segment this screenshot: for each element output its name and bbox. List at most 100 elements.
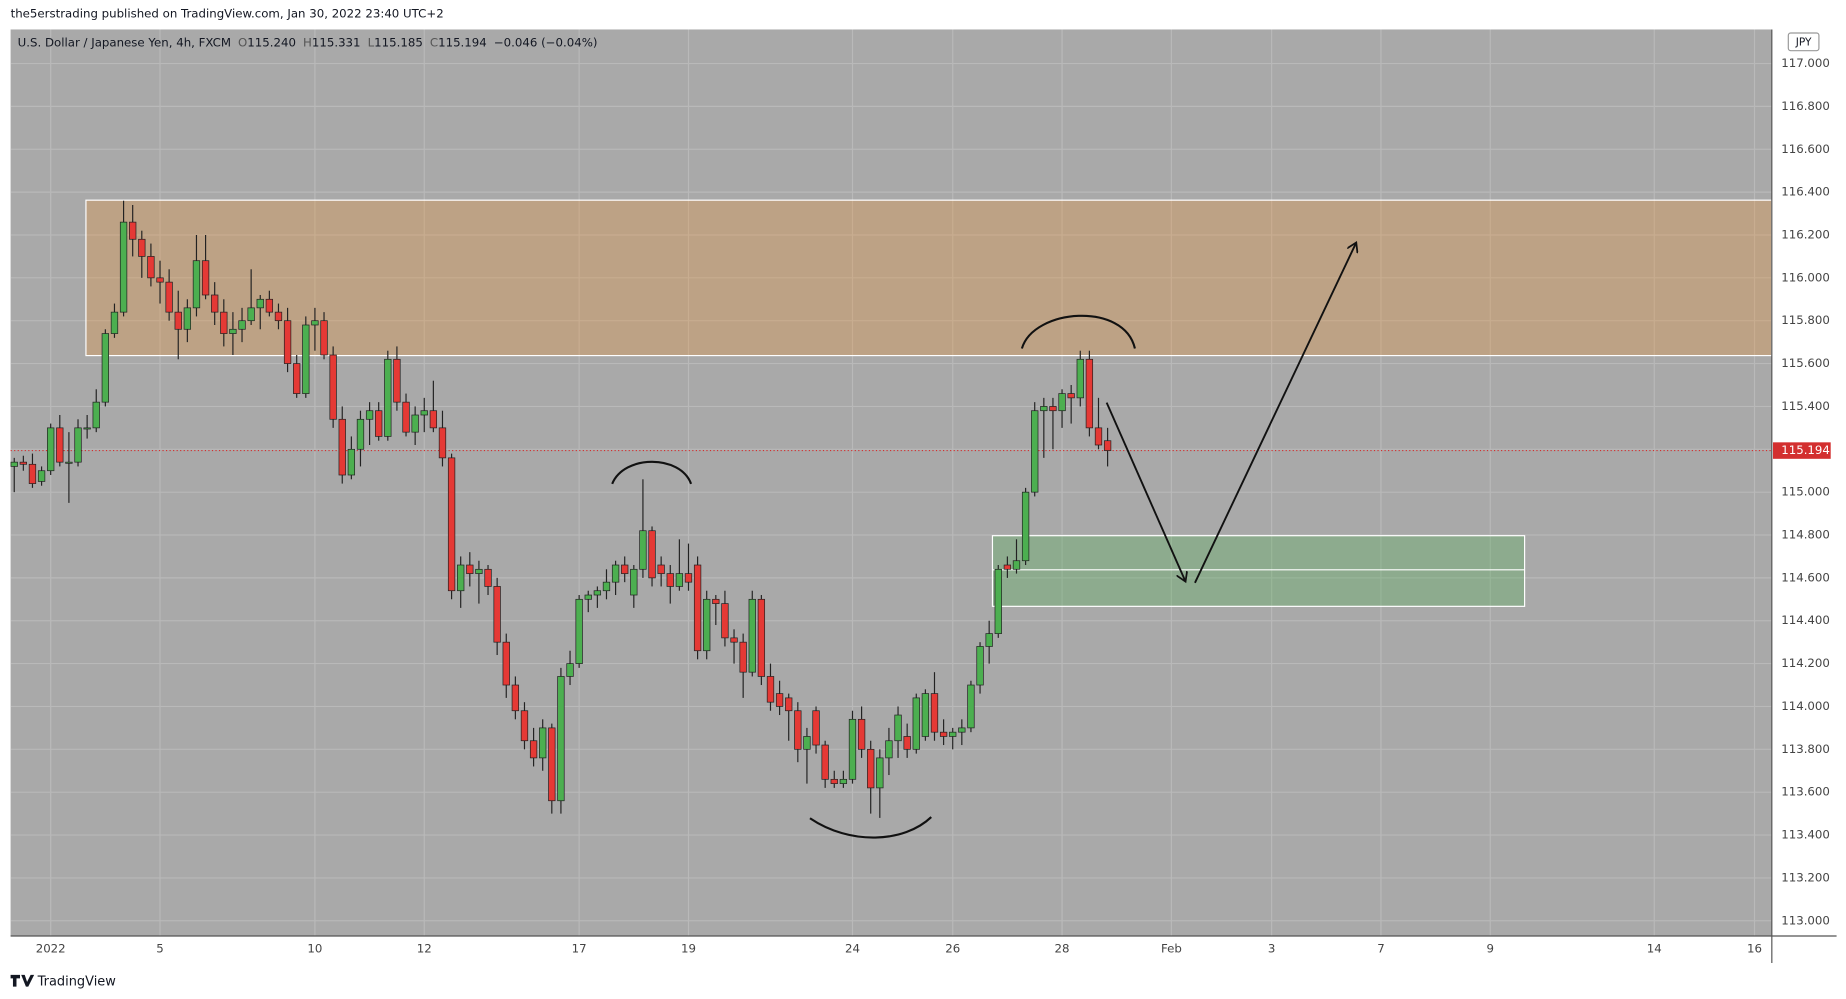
candle-body	[912, 697, 920, 750]
candle-body	[839, 778, 848, 784]
candle-body	[338, 418, 346, 476]
candle-body	[566, 663, 574, 677]
y-tick-label: 116.200	[1781, 227, 1830, 241]
candle-body	[639, 530, 647, 570]
x-tick-label: 19	[681, 941, 696, 955]
candle-body	[220, 311, 228, 334]
x-tick-label: 5	[156, 941, 164, 955]
candle-body	[548, 727, 556, 802]
y-tick-label: 113.400	[1781, 828, 1830, 842]
candle-body	[648, 530, 656, 579]
candle-body	[329, 354, 337, 420]
y-tick-label: 116.400	[1781, 185, 1830, 199]
arc-drawing	[1020, 314, 1136, 349]
ohlc-key: L	[368, 35, 375, 49]
candle-body	[1103, 440, 1112, 451]
candle-body	[593, 590, 602, 596]
candle-body	[976, 646, 984, 686]
x-tick-label: 16	[1747, 941, 1762, 955]
byline: the5erstrading published on TradingView.…	[11, 7, 444, 21]
y-tick-label: 116.600	[1781, 142, 1830, 156]
candle-body	[156, 277, 164, 283]
candle-body	[939, 731, 948, 737]
candle-body	[830, 778, 838, 784]
candle-body	[101, 333, 110, 403]
candle-body	[794, 710, 802, 750]
candle-body	[229, 328, 237, 334]
candle-body	[930, 693, 939, 733]
candle-body	[211, 294, 219, 313]
candle-body	[611, 564, 620, 583]
candle-body	[602, 581, 611, 592]
candle-body	[812, 710, 820, 746]
candle-body	[47, 427, 55, 472]
x-tick-label: 24	[845, 941, 860, 955]
y-tick-label: 114.800	[1781, 528, 1830, 542]
arc-drawing	[611, 460, 693, 485]
candle-body	[903, 736, 911, 750]
ohlc-key: H	[303, 35, 312, 49]
candle-body	[885, 740, 893, 759]
tv-logo	[10, 974, 35, 987]
candle-body	[19, 461, 28, 465]
candle-body	[375, 410, 383, 437]
candle-body	[739, 641, 747, 673]
footer: TradingView	[37, 974, 117, 989]
candle-body	[65, 461, 73, 464]
candles	[10, 200, 1112, 818]
candle-body	[529, 740, 538, 759]
change: −0.046 (−0.04%)	[494, 35, 598, 49]
candle-body	[757, 598, 766, 677]
candle-body	[994, 568, 1002, 634]
y-tick-label: 113.800	[1781, 742, 1830, 756]
candle-body	[967, 684, 975, 729]
candle-body	[894, 714, 902, 742]
y-tick-label: 115.000	[1781, 485, 1830, 499]
ohlc-value: 115.194	[438, 35, 487, 49]
candle-body	[730, 637, 738, 643]
x-tick-label: 17	[572, 941, 587, 955]
candle-body	[119, 221, 128, 313]
candle-body	[183, 307, 192, 330]
candle-body	[766, 676, 775, 703]
candle-body	[502, 641, 510, 686]
candle-body	[83, 427, 91, 430]
demand-zone	[991, 535, 1526, 607]
candle-body	[438, 427, 447, 459]
candle-body	[1031, 410, 1039, 493]
candle-body	[857, 718, 866, 750]
candle-body	[174, 311, 182, 330]
candle-body	[721, 603, 729, 639]
candle-body	[484, 568, 492, 587]
last-price-box	[1773, 442, 1831, 459]
candle-body	[365, 410, 374, 420]
candle-body	[201, 260, 210, 296]
arrow-up	[1194, 243, 1356, 584]
candle-body	[466, 564, 474, 574]
candle-body	[621, 564, 629, 574]
candle-body	[420, 410, 428, 416]
candle-body	[429, 410, 438, 429]
y-tick-label: 113.600	[1781, 785, 1830, 799]
candle-body	[675, 573, 684, 587]
axes: 113.000 113.200 113.400 113.600 113.800 114.0…	[36, 56, 1831, 955]
candle-body	[630, 568, 638, 596]
candle-body	[557, 676, 565, 802]
candle-body	[447, 457, 456, 592]
candle-body	[712, 598, 720, 604]
candle-body	[666, 573, 674, 587]
y-tick-label: 117.000	[1781, 56, 1830, 70]
candle-body	[411, 414, 419, 433]
candle-body	[293, 363, 301, 394]
candle-body	[402, 401, 410, 433]
candle-body	[256, 298, 264, 309]
symbol-title: U.S. Dollar / Japanese Yen, 4h, FXCM	[18, 35, 231, 49]
candle-body	[949, 731, 957, 737]
x-tick-label: 3	[1268, 941, 1275, 955]
candle-body	[693, 564, 702, 652]
candle-body	[147, 256, 155, 279]
candle-body	[539, 727, 547, 759]
y-tick-label: 115.800	[1781, 313, 1830, 327]
x-tick-label: 12	[417, 941, 432, 955]
